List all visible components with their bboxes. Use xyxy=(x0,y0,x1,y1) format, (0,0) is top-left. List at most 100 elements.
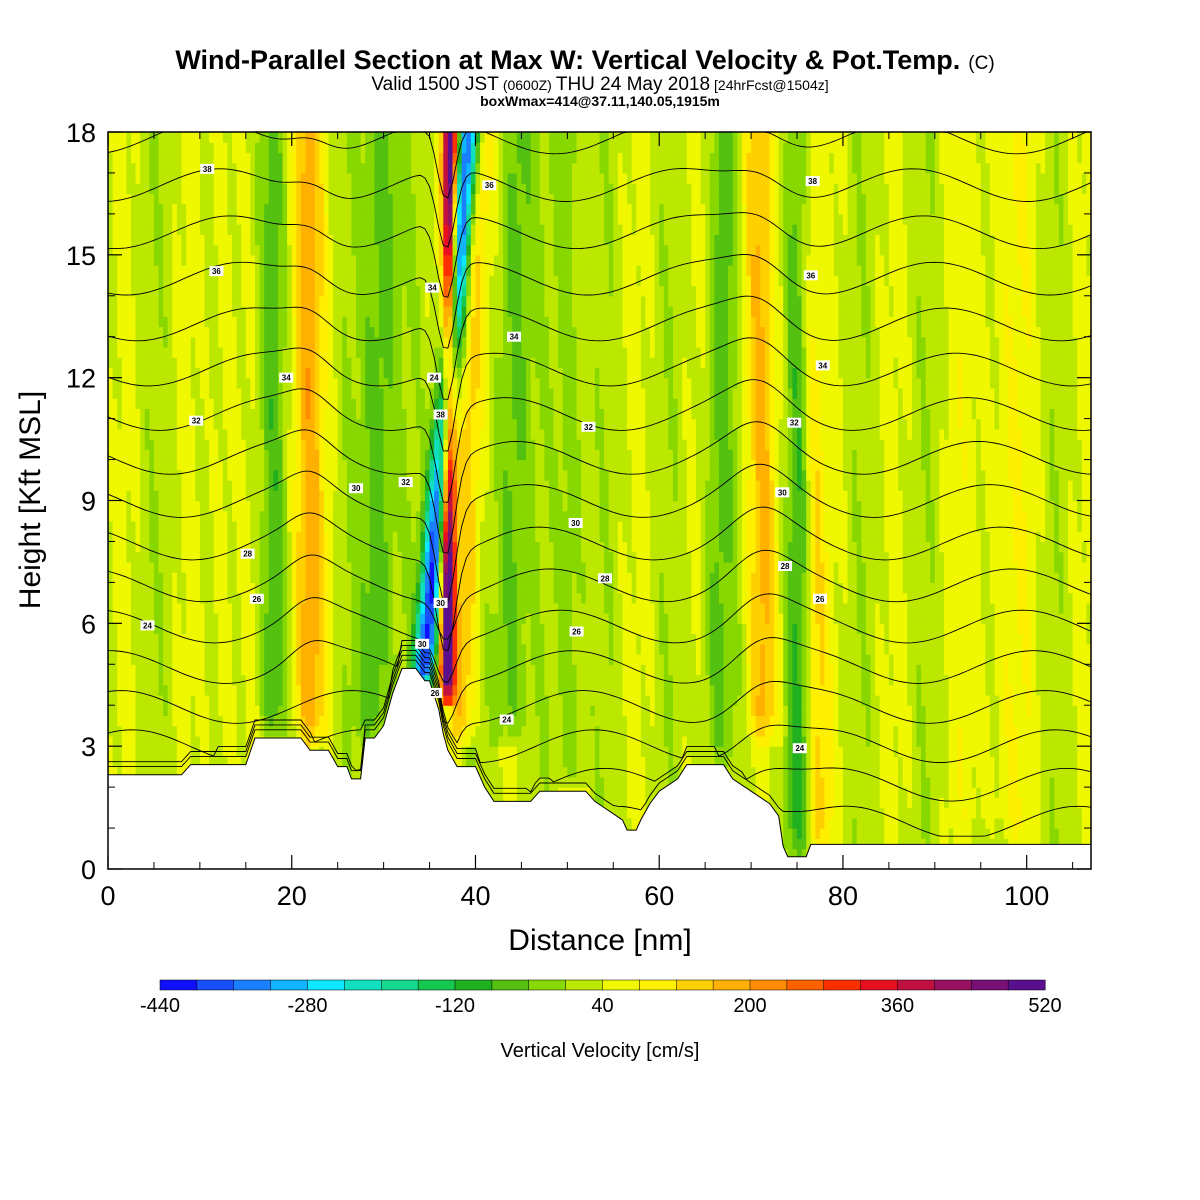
w-cell xyxy=(199,572,206,583)
w-cell xyxy=(406,152,412,164)
w-cell xyxy=(149,275,155,287)
w-cell xyxy=(213,213,219,225)
w-cell xyxy=(195,449,201,461)
w-cell xyxy=(351,285,357,297)
w-cell xyxy=(241,244,247,256)
w-cell xyxy=(204,674,210,686)
w-cell xyxy=(314,172,320,184)
w-cell xyxy=(383,367,389,379)
w-cell xyxy=(186,295,192,307)
w-cell xyxy=(181,418,187,430)
w-cell xyxy=(126,162,132,174)
w-cell xyxy=(153,643,160,655)
w-cell xyxy=(360,613,366,624)
w-cell xyxy=(108,746,114,758)
w-cell xyxy=(305,398,311,409)
w-cell xyxy=(406,418,412,430)
w-cell xyxy=(264,254,270,266)
w-cell xyxy=(163,172,169,184)
w-cell xyxy=(374,469,380,481)
w-cell xyxy=(195,398,201,409)
w-cell xyxy=(176,285,183,297)
w-cell xyxy=(140,664,146,676)
w-cell xyxy=(401,449,408,461)
w-cell xyxy=(300,244,307,256)
w-cell xyxy=(213,500,219,512)
w-cell xyxy=(140,244,146,256)
w-cell xyxy=(388,449,394,461)
w-cell xyxy=(222,316,229,328)
w-cell xyxy=(411,592,417,604)
w-cell xyxy=(149,572,155,583)
w-cell xyxy=(300,398,307,409)
w-cell xyxy=(273,316,279,328)
w-cell xyxy=(254,572,261,583)
w-cell xyxy=(346,224,353,235)
w-cell xyxy=(181,531,187,543)
w-cell xyxy=(176,142,183,154)
w-cell xyxy=(204,398,210,409)
w-cell xyxy=(392,387,398,399)
w-cell xyxy=(158,183,164,195)
w-cell xyxy=(112,746,118,758)
w-cell xyxy=(167,203,173,215)
w-cell xyxy=(365,439,371,450)
w-cell xyxy=(254,623,261,635)
w-cell xyxy=(108,234,114,246)
w-cell xyxy=(333,643,339,655)
w-cell xyxy=(406,377,412,389)
w-cell xyxy=(300,469,307,481)
w-cell xyxy=(195,224,201,235)
w-cell xyxy=(328,152,334,164)
w-cell xyxy=(319,490,325,502)
w-cell xyxy=(172,203,178,215)
w-cell xyxy=(117,715,123,727)
w-cell xyxy=(130,541,137,553)
w-cell xyxy=(342,459,348,471)
w-cell xyxy=(167,674,173,686)
w-cell xyxy=(277,500,284,512)
w-cell xyxy=(273,213,279,225)
w-cell xyxy=(300,541,307,553)
w-cell xyxy=(374,500,380,512)
w-cell xyxy=(153,469,160,481)
w-cell xyxy=(222,387,229,399)
w-cell xyxy=(250,398,256,409)
w-cell xyxy=(273,633,279,645)
w-cell xyxy=(401,132,408,143)
w-cell xyxy=(140,316,146,328)
w-cell xyxy=(273,531,279,543)
w-cell xyxy=(121,674,127,686)
w-cell xyxy=(296,193,302,205)
w-cell xyxy=(374,295,380,307)
w-cell xyxy=(163,459,169,471)
w-cell xyxy=(411,500,417,512)
w-cell xyxy=(254,654,261,665)
w-cell xyxy=(268,459,274,471)
w-cell xyxy=(277,275,284,287)
w-cell xyxy=(213,326,219,338)
w-cell xyxy=(415,561,421,573)
w-cell xyxy=(190,725,196,737)
w-cell xyxy=(323,254,330,266)
w-cell xyxy=(392,254,398,266)
w-cell xyxy=(365,285,371,297)
w-cell xyxy=(356,694,362,706)
w-cell xyxy=(213,684,219,696)
w-cell xyxy=(117,490,123,502)
w-cell xyxy=(328,725,334,737)
w-cell xyxy=(241,428,247,440)
w-cell xyxy=(360,203,366,215)
w-cell xyxy=(190,654,196,665)
w-cell xyxy=(222,295,229,307)
w-cell xyxy=(300,643,307,655)
w-cell xyxy=(190,572,196,583)
w-cell xyxy=(351,265,357,276)
w-cell xyxy=(213,572,219,583)
w-cell xyxy=(108,346,114,358)
w-cell xyxy=(392,142,398,154)
w-cell xyxy=(305,623,311,635)
w-cell xyxy=(323,275,330,287)
w-cell xyxy=(241,490,247,502)
w-cell xyxy=(282,193,288,205)
